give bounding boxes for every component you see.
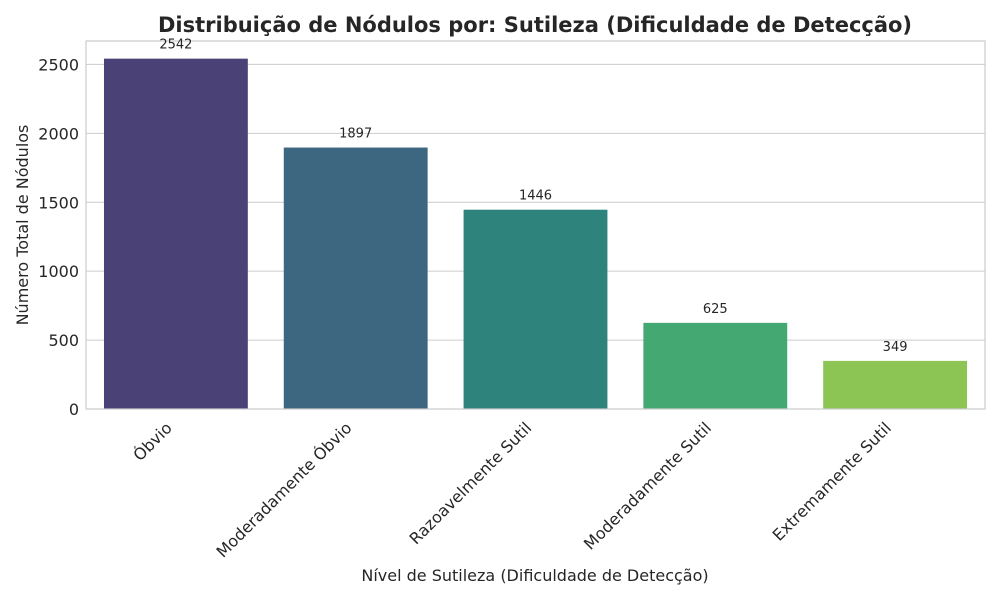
- bar: [643, 322, 788, 409]
- chart-title: Distribuição de Nódulos por: Sutileza (D…: [158, 13, 912, 37]
- bar: [823, 360, 968, 409]
- x-tick-labels: Óbvio Moderadamente Óbvio Razoavelmente Su…: [129, 418, 894, 561]
- y-tick-label: 2000: [38, 124, 79, 143]
- x-tick-label: Moderadamente Sutil: [580, 418, 715, 553]
- bar: [463, 209, 608, 409]
- data-labels: 2542 1897 1446 625 349: [159, 38, 907, 355]
- y-tick-label: 500: [48, 331, 79, 350]
- x-tick-label: Razoavelmente Sutil: [406, 418, 536, 548]
- data-label: 1897: [339, 127, 372, 142]
- y-tick-label: 0: [69, 400, 79, 419]
- x-tick-label: Moderadamente Óbvio: [213, 418, 356, 561]
- bar: [283, 147, 428, 409]
- plot-frame: [85, 40, 986, 410]
- bars: [103, 58, 968, 410]
- x-tick-label: Extremamente Sutil: [769, 418, 895, 544]
- data-label: 1446: [519, 189, 552, 204]
- x-axis-label: Nível de Sutileza (Dificuldade de Detecç…: [361, 566, 708, 585]
- data-label: 349: [883, 340, 908, 355]
- y-tick-label: 1000: [38, 262, 79, 281]
- y-tick-labels: 0 500 1000 1500 2000 2500: [38, 55, 79, 419]
- bar: [103, 58, 248, 410]
- data-label: 625: [703, 302, 728, 317]
- y-tick-label: 1500: [38, 193, 79, 212]
- x-tick-label: Óbvio: [129, 418, 175, 464]
- data-label: 2542: [159, 38, 192, 53]
- y-tick-label: 2500: [38, 55, 79, 74]
- y-axis-label: Número Total de Nódulos: [13, 125, 32, 326]
